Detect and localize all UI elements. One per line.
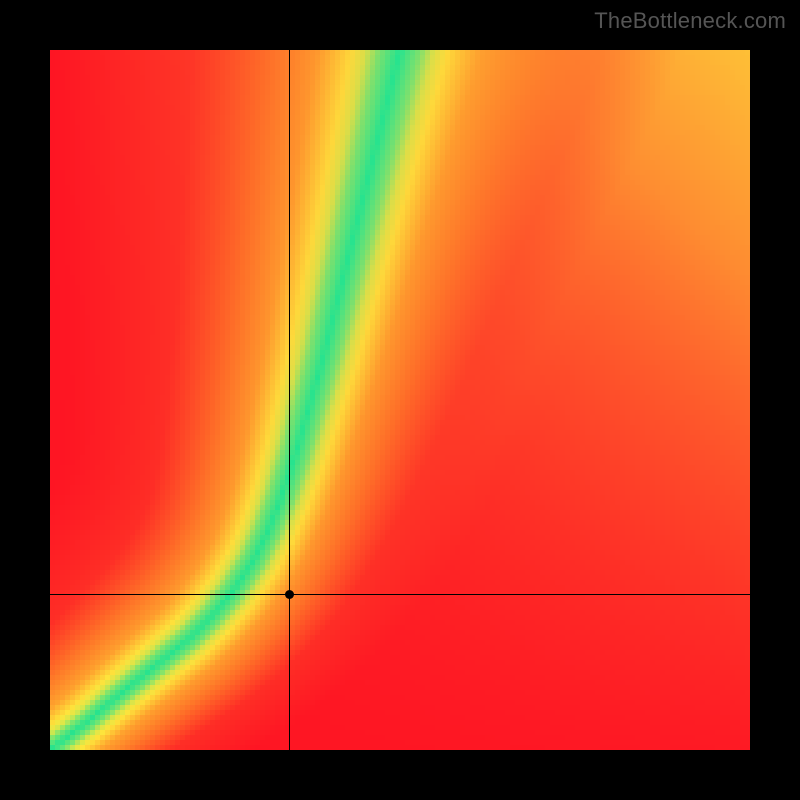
heatmap-plot (50, 50, 750, 750)
watermark-text: TheBottleneck.com (594, 8, 786, 34)
marker-point (285, 590, 294, 599)
chart-container: TheBottleneck.com (0, 0, 800, 800)
crosshair-vertical (289, 50, 290, 750)
crosshair-horizontal (50, 594, 750, 595)
heatmap-canvas (50, 50, 750, 750)
